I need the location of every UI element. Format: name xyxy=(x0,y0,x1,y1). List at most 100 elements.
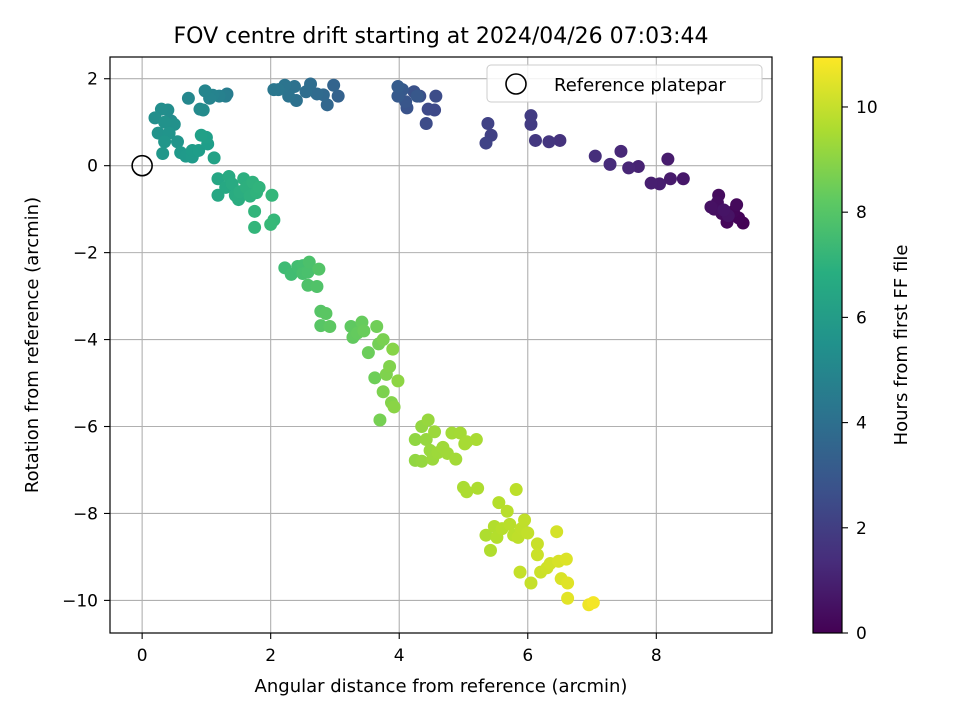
colorbar-ticks: 0 2 4 6 8 10 xyxy=(842,98,878,644)
data-point xyxy=(428,425,442,439)
data-point xyxy=(302,255,316,269)
data-point xyxy=(310,280,324,294)
data-point xyxy=(644,176,658,190)
data-point xyxy=(320,98,334,112)
data-point xyxy=(248,220,262,234)
data-points xyxy=(148,77,750,612)
data-point xyxy=(368,371,382,385)
data-point xyxy=(310,87,324,101)
colorbar: 0 2 4 6 8 10 Hours from first FF file xyxy=(812,56,912,644)
data-point xyxy=(357,324,371,338)
data-point xyxy=(323,320,337,334)
x-tick-label: 4 xyxy=(394,646,405,666)
colorbar-tick-label: 2 xyxy=(856,519,867,539)
data-point xyxy=(327,78,341,92)
grid-lines xyxy=(110,57,772,633)
data-point xyxy=(661,152,675,166)
data-point xyxy=(391,80,405,94)
data-point xyxy=(421,413,435,427)
colorbar-tick-label: 4 xyxy=(856,414,867,434)
data-point xyxy=(391,89,405,103)
data-point xyxy=(387,400,401,414)
data-point xyxy=(550,525,564,539)
data-point xyxy=(509,483,523,497)
data-point xyxy=(282,89,296,103)
data-point xyxy=(530,548,544,562)
data-point xyxy=(614,144,628,158)
y-tick-label: 2 xyxy=(87,70,98,90)
data-point xyxy=(207,151,221,165)
data-point xyxy=(415,454,429,468)
data-point xyxy=(513,565,527,579)
data-point xyxy=(312,262,326,276)
data-point xyxy=(376,385,390,399)
data-point xyxy=(704,200,718,214)
data-point xyxy=(192,143,206,157)
x-tick-label: 6 xyxy=(522,646,533,666)
reference-point-marker xyxy=(131,154,153,177)
data-point xyxy=(410,89,424,103)
data-point xyxy=(622,161,636,175)
data-point xyxy=(267,83,281,97)
data-point xyxy=(449,452,463,466)
data-point xyxy=(503,517,517,531)
legend-box xyxy=(486,64,763,103)
data-point xyxy=(559,552,573,566)
data-point xyxy=(181,91,195,105)
data-point xyxy=(196,103,210,117)
data-point xyxy=(265,188,279,202)
data-point xyxy=(479,136,493,150)
data-point xyxy=(194,128,208,142)
y-tick-label: −2 xyxy=(73,244,98,264)
data-point xyxy=(319,306,333,320)
data-point xyxy=(158,115,172,129)
data-point xyxy=(500,504,514,518)
data-point xyxy=(287,80,301,94)
data-point xyxy=(730,198,744,212)
data-point xyxy=(299,85,313,99)
data-point xyxy=(331,89,345,103)
data-point xyxy=(264,217,278,231)
legend-label: Reference platepar xyxy=(554,75,726,96)
data-point xyxy=(301,265,315,279)
y-tick-label: 0 xyxy=(87,157,98,177)
data-point xyxy=(479,528,493,542)
x-axis-ticks: 0 2 4 6 8 xyxy=(137,633,662,666)
colorbar-tick-label: 0 xyxy=(856,624,867,644)
data-point xyxy=(408,433,422,447)
legend-marker xyxy=(505,73,527,95)
data-point xyxy=(518,513,532,527)
data-point xyxy=(492,496,506,510)
y-tick-label: −10 xyxy=(62,591,98,611)
data-point xyxy=(524,109,538,123)
data-point xyxy=(370,320,384,334)
data-point xyxy=(588,149,602,163)
x-axis-label: Angular distance from reference (arcmin) xyxy=(255,676,628,697)
plot-area-frame xyxy=(109,56,773,634)
data-point xyxy=(586,596,600,610)
data-point xyxy=(252,180,266,194)
data-point xyxy=(528,133,542,147)
chart-title: FOV centre drift starting at 2024/04/26 … xyxy=(174,24,709,49)
y-tick-label: −8 xyxy=(73,504,98,524)
data-point xyxy=(553,133,567,147)
x-tick-label: 8 xyxy=(651,646,662,666)
data-point xyxy=(481,117,495,131)
data-point xyxy=(373,413,387,427)
y-tick-label: −6 xyxy=(73,418,98,438)
colorbar-tick-label: 8 xyxy=(856,203,867,223)
x-tick-label: 2 xyxy=(265,646,276,666)
data-point xyxy=(211,172,225,186)
data-point xyxy=(156,147,170,161)
colorbar-tick-label: 10 xyxy=(856,98,878,118)
data-point xyxy=(603,157,617,171)
data-point xyxy=(421,102,435,116)
data-point xyxy=(483,543,497,557)
data-point xyxy=(663,172,677,186)
data-point xyxy=(530,537,544,551)
data-point xyxy=(361,346,375,360)
y-axis-ticks: −10 −8 −6 −4 −2 0 2 xyxy=(62,70,110,611)
data-point xyxy=(524,576,538,590)
y-axis-label: Rotation from reference (arcmin) xyxy=(22,197,43,493)
